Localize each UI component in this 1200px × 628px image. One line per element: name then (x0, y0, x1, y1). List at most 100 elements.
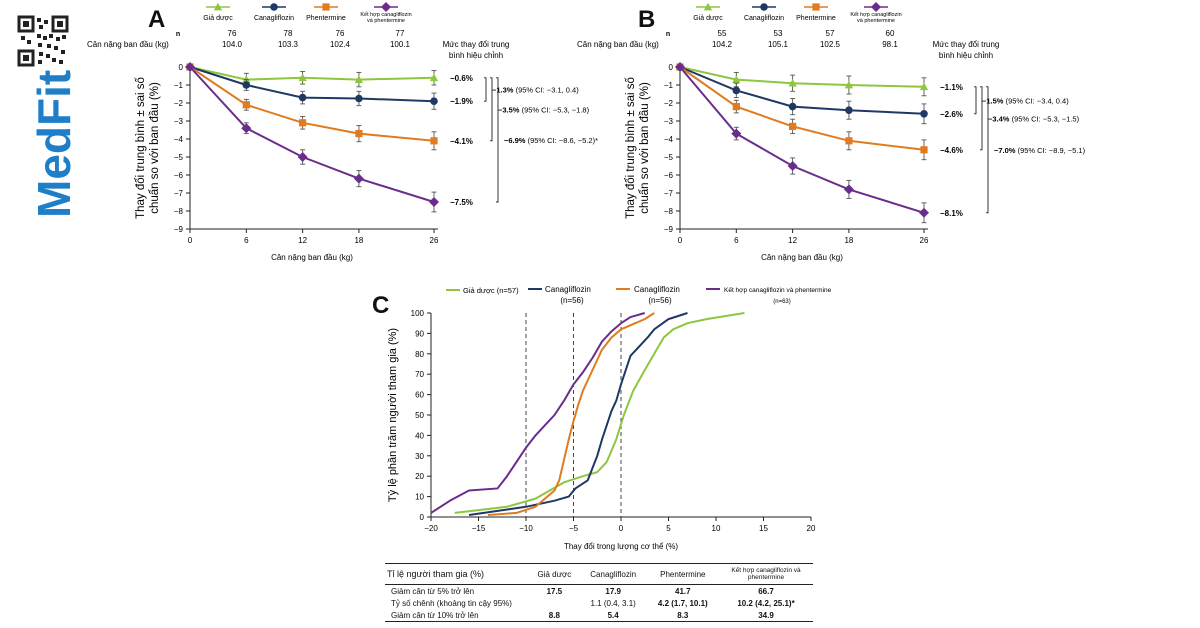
legend-label-placebo: Giả dược (n=57) (463, 286, 519, 295)
difference-value: −1.5% (982, 96, 1004, 105)
legend-label-combo: Kết hợp canagliflozin (850, 12, 901, 18)
y-tick-label: −6 (664, 171, 674, 180)
y-tick-label: −3 (174, 117, 184, 126)
table-cell: 41.7 (675, 586, 691, 596)
table-cell: 5.4 (579, 609, 647, 622)
x-tick-label: 26 (920, 236, 929, 245)
y-tick-label: −4 (174, 135, 184, 144)
y-tick-label: −6 (174, 171, 184, 180)
table-header: Canagliflozin (579, 563, 647, 585)
difference-value: −3.5% (498, 105, 520, 114)
table-cell: 34.9 (719, 609, 813, 622)
legend-marker-combo (871, 2, 881, 12)
legend-label-cana: (n=56) (560, 296, 584, 305)
data-point-cana (298, 93, 307, 102)
y-tick-label: −2 (664, 99, 674, 108)
x-tick-label: 0 (188, 236, 193, 245)
table-cell: 10.2 (4.2, 25.1)* (737, 598, 795, 608)
brand-name: MedFit (28, 70, 80, 218)
data-point-placebo (354, 75, 364, 83)
legend-label-combo: và phentermine (367, 18, 405, 24)
baseline-value: 102.5 (820, 40, 841, 49)
end-value-label: −1.9% (450, 97, 473, 106)
y-tick-label: 70 (415, 370, 424, 379)
data-point-placebo (732, 75, 741, 83)
comparison-bracket (986, 86, 989, 214)
end-value-label: −8.1% (940, 209, 963, 218)
data-point-placebo (919, 82, 929, 91)
legend-label-combo: (n=63) (773, 299, 791, 305)
difference-ci: (95% CI: −5.3, −1.8) (519, 105, 589, 114)
y-tick-label: −8 (174, 207, 184, 216)
y-tick-label: −1 (664, 81, 674, 90)
data-point-cana (788, 102, 797, 111)
mean-change-label: bình hiệu chỉnh (449, 51, 503, 60)
difference-ci: (95% CI: −8.6, −5.2)* (525, 136, 598, 145)
n-value: 76 (336, 29, 345, 38)
table-header: Giả dược (529, 563, 580, 585)
difference-label: −1.3% (95% CI: −3.1, 0.4) (492, 86, 579, 95)
y-tick-label: −3 (664, 117, 674, 126)
difference-ci: (95% CI: −8.9, −5.1) (1015, 146, 1085, 155)
summary-table: Tỉ lệ người tham gia (%) Giả dược Canagl… (385, 563, 813, 622)
legend-label-combo: và phentermine (857, 18, 895, 24)
difference-label: −3.4% (95% CI: −5.3, −1.5) (988, 114, 1080, 123)
table-header: Tỉ lệ người tham gia (%) (385, 563, 529, 585)
baseline-value: 102.4 (330, 40, 351, 49)
x-tick-label: 0 (619, 524, 624, 533)
difference-label: −3.5% (95% CI: −5.3, −1.8) (498, 105, 590, 114)
difference-value: −1.3% (492, 86, 514, 95)
panel-letter-c: C (372, 292, 389, 319)
y-tick-label: −9 (664, 225, 674, 234)
table-row: Giảm cân từ 10% trở lên 8.8 5.4 8.3 34.9 (385, 609, 813, 622)
table-cell (529, 597, 580, 609)
n-value: 76 (228, 29, 237, 38)
data-point-phen (299, 119, 307, 127)
data-point-cana (355, 94, 363, 103)
table-header: Phentermine (646, 563, 719, 585)
comparison-bracket (490, 77, 493, 142)
difference-label: −6.9% (95% CI: −8.6, −5.2)* (504, 136, 598, 145)
data-point-cana (242, 81, 251, 89)
series-line-cana (189, 66, 435, 103)
brand: MedFit (17, 15, 80, 218)
legend-label-combo: Kết hợp canagliflozin và phentermine (724, 285, 832, 294)
comparison-bracket (496, 77, 499, 203)
cumulative-curve-phen (487, 312, 655, 516)
row-label: Giảm cân từ 10% trở lên (385, 609, 529, 622)
legend-label-placebo: Giả dược (203, 15, 233, 22)
y-tick-label: −1 (174, 81, 184, 90)
end-value-label: −7.5% (450, 198, 473, 207)
series-line-combo (189, 66, 435, 203)
y-axis-label: Thay đổi trung bình ± sai số (625, 76, 637, 218)
end-value-label: −4.6% (940, 146, 963, 155)
legend-label-cana: Canagliflozin (744, 15, 784, 22)
y-axis-label: chuẩn so với ban đầu (%) (639, 82, 651, 214)
data-point-combo (843, 184, 854, 195)
legend-label-phen: Canagliflozin (634, 285, 680, 294)
series-line-placebo (679, 66, 925, 88)
y-tick-label: −7 (664, 189, 674, 198)
table-cell: 4.2 (1.7, 10.1) (657, 598, 708, 608)
panel-c: Giả dược (n=57) Canagliflozin (n=56) Canagl… (387, 285, 832, 551)
y-tick-label: −8 (664, 207, 674, 216)
table-cell: 8.3 (646, 609, 719, 622)
data-point-phen (242, 101, 250, 109)
n-value: 57 (826, 29, 835, 38)
comparison-bracket (974, 86, 977, 115)
panel-b: Giả dược Canagliflozin Phentermine Kết hợp … (577, 2, 1086, 262)
row-label: Tỷ số chênh (khoảng tin cậy 95%) (391, 598, 512, 608)
difference-label: −7.0% (95% CI: −8.9, −5.1) (994, 146, 1086, 155)
y-tick-label: 40 (415, 431, 424, 440)
n-value: 53 (774, 29, 783, 38)
x-tick-label: 12 (788, 236, 797, 245)
n-value: 55 (718, 29, 727, 38)
series-line-combo (679, 66, 925, 214)
y-tick-label: 0 (669, 63, 674, 72)
data-point-phen (430, 137, 438, 145)
row-label: Giảm cân từ 5% trở lên (391, 586, 475, 596)
n-value: 60 (886, 29, 895, 38)
table-cell: 66.7 (758, 586, 774, 596)
baseline-value: 104.0 (222, 40, 243, 49)
x-tick-label: 6 (244, 236, 249, 245)
